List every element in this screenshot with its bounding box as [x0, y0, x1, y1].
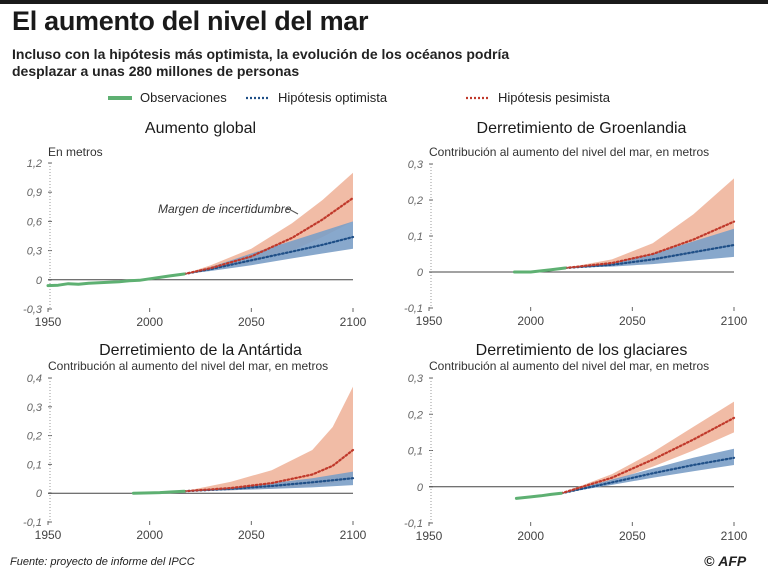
chart-title: Derretimiento de Groenlandia	[477, 120, 687, 137]
x-tick-label: 2000	[136, 315, 163, 329]
y-tick-label: 0,1	[408, 231, 423, 243]
legend-pessimistic-label: Hipótesis pesimista	[498, 90, 610, 105]
x-tick-label: 2100	[340, 315, 367, 329]
pessimistic-uncertainty-band	[561, 401, 734, 494]
y-tick-label: 0,4	[27, 373, 42, 385]
y-tick-label: 0	[36, 275, 43, 287]
chart-title: Derretimiento de los glaciares	[476, 342, 688, 359]
chart-panel-4: Derretimiento de los glaciaresContribuci…	[404, 342, 748, 543]
observations-series-line	[131, 489, 186, 495]
y-tick-label: 1,2	[27, 158, 42, 170]
legend-optimistic-label: Hipótesis optimista	[278, 90, 388, 105]
y-tick-label: 0,3	[408, 373, 424, 385]
optimistic-uncertainty-band	[565, 228, 734, 268]
chart-panel-3: Derretimiento de la AntártidaContribució…	[23, 342, 367, 542]
x-tick-label: 1950	[416, 314, 443, 328]
chart-panel-1: Aumento global En metros -0,3 0 0,3 0,6 0,9 1,2…	[23, 120, 367, 329]
legend: Observaciones Hipótesis optimista Hipóte…	[0, 90, 768, 108]
y-tick-label: 0,1	[27, 459, 42, 471]
chart-title: Derretimiento de la Antártida	[99, 342, 302, 359]
x-tick-label: 2050	[238, 315, 265, 329]
y-tick-label: 0	[36, 488, 43, 500]
y-axis-label: En metros	[48, 145, 103, 159]
observations-series-line	[512, 266, 567, 274]
top-rule	[0, 0, 768, 4]
y-tick-label: 0	[417, 482, 424, 494]
x-tick-label: 2050	[238, 528, 265, 542]
y-axis-label: Contribución al aumento del nivel del ma…	[429, 145, 709, 159]
optimistic-series-line	[564, 243, 736, 270]
x-tick-label: 2050	[619, 529, 646, 543]
legend-observations-label: Observaciones	[140, 90, 227, 105]
agency-credit: © AFP	[704, 553, 746, 569]
x-tick-label: 1950	[416, 529, 443, 543]
chart-title: Aumento global	[145, 120, 256, 137]
y-tick-label: 0,3	[408, 159, 424, 171]
y-tick-label: 0	[417, 267, 424, 279]
legend-pessimistic: Hipótesis pesimista	[466, 90, 610, 105]
observations-swatch	[108, 95, 132, 100]
observations-series-line	[514, 491, 563, 500]
y-tick-label: 0,2	[408, 195, 423, 207]
pessimistic-series-line	[183, 196, 355, 276]
optimistic-uncertainty-band	[184, 221, 353, 274]
y-tick-label: 0,6	[27, 216, 43, 228]
y-tick-label: -0,1	[404, 303, 423, 315]
optimistic-uncertainty-band	[561, 448, 734, 494]
legend-optimistic: Hipótesis optimista	[246, 90, 387, 105]
pessimistic-series-line	[564, 220, 736, 270]
agency-logo-text: AFP	[718, 553, 747, 569]
y-tick-label: -0,1	[23, 517, 42, 529]
optimistic-series-line	[560, 456, 736, 495]
uncertainty-annotation: Margen de incertidumbre	[158, 202, 292, 216]
annotation-leader	[286, 207, 299, 215]
x-tick-label: 2100	[721, 314, 748, 328]
y-tick-label: 0,1	[408, 446, 423, 458]
y-tick-label: 0,3	[27, 246, 43, 258]
source-note: Fuente: proyecto de informe del IPCC	[10, 556, 195, 568]
x-tick-label: 1950	[35, 528, 62, 542]
pessimistic-uncertainty-band	[184, 386, 353, 492]
pessimistic-series-line	[183, 448, 355, 493]
optimistic-uncertainty-band	[184, 471, 353, 492]
optimistic-series-line	[183, 235, 355, 276]
x-tick-label: 2000	[517, 314, 544, 328]
x-tick-label: 2000	[136, 528, 163, 542]
y-axis-label: Contribución al aumento del nivel del ma…	[429, 359, 709, 373]
y-tick-label: 0,3	[27, 402, 43, 414]
page-title: El aumento del nivel del mar	[12, 6, 369, 36]
y-tick-label: 0,2	[408, 409, 423, 421]
observations-series-line	[46, 272, 186, 288]
optimistic-swatch	[246, 96, 270, 99]
x-tick-label: 2100	[340, 528, 367, 542]
legend-observations: Observaciones	[108, 90, 227, 105]
y-tick-label: 0,2	[27, 431, 42, 443]
page-subtitle: Incluso con la hipótesis más optimista, …	[12, 46, 510, 79]
copyright-symbol: ©	[704, 553, 715, 569]
y-axis-label: Contribución al aumento del nivel del ma…	[48, 359, 328, 373]
x-tick-label: 2050	[619, 314, 646, 328]
y-tick-label: -0,1	[404, 518, 423, 530]
y-tick-label: -0,3	[23, 304, 43, 316]
pessimistic-swatch	[466, 96, 490, 99]
y-tick-label: 0,9	[27, 187, 42, 199]
x-tick-label: 1950	[35, 315, 62, 329]
x-tick-label: 2100	[721, 529, 748, 543]
x-tick-label: 2000	[517, 529, 544, 543]
chart-panel-2: Derretimiento de Groenlandia Contribución…	[404, 120, 748, 328]
pessimistic-series-line	[560, 416, 736, 495]
